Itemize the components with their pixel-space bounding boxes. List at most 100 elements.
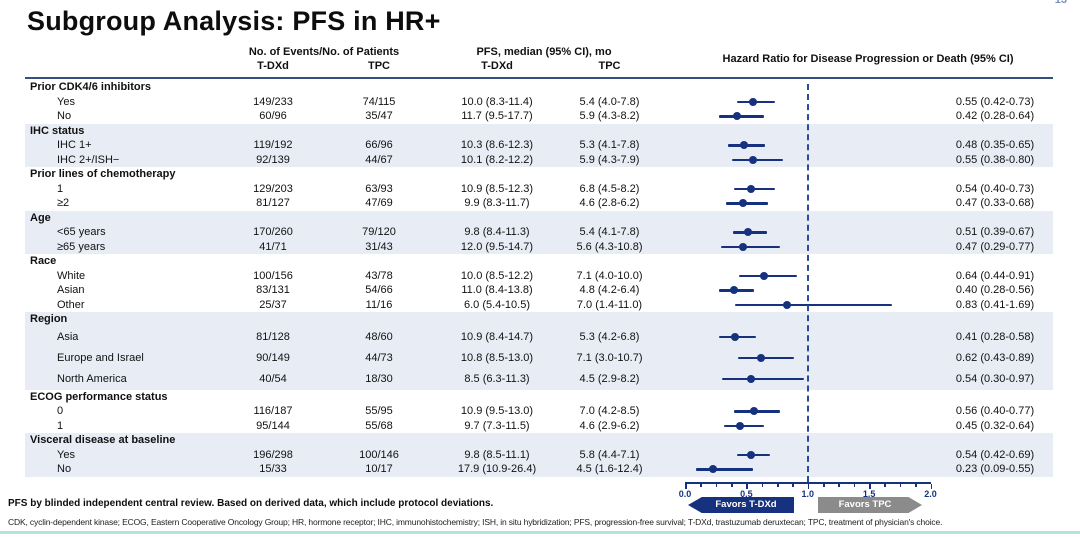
- axis-tick: [685, 484, 687, 489]
- section-label: Prior CDK4/6 inhibitors: [30, 81, 152, 94]
- hazard-ratio-value: 0.83 (0.41-1.69): [955, 298, 1035, 311]
- subheader-pfs-tdxd: T-DXd: [481, 60, 513, 72]
- events-tdxd-value: 81/128: [256, 331, 290, 343]
- pfs-tdxd-value: 10.1 (8.2-12.2): [460, 153, 534, 166]
- events-tdxd-value: 90/149: [256, 352, 290, 364]
- subgroup-row: No 60/96 35/47 11.7 (9.5-17.7) 5.9 (4.3-8.2)…: [0, 109, 1080, 124]
- axis-tick: [915, 484, 917, 487]
- hazard-ratio-value: 0.40 (0.28-0.56): [955, 284, 1035, 297]
- subgroup-label: North America: [57, 373, 127, 385]
- subgroup-row: 0 116/187 55/95 10.9 (9.5-13.0) 7.0 (4.2-8.5…: [0, 404, 1080, 419]
- subheader-events-tpc: TPC: [368, 60, 390, 72]
- hazard-ratio-value: 0.45 (0.32-0.64): [955, 419, 1035, 432]
- subgroup-row: Europe and Israel 90/149 44/73 10.8 (8.5-13…: [0, 348, 1080, 369]
- hr-point-marker: [732, 112, 741, 121]
- axis-tick: [746, 484, 748, 489]
- subgroup-row: Asian 83/131 54/66 11.0 (8.4-13.8) 4.8 (4.2-…: [0, 283, 1080, 298]
- subgroup-label: Asian: [57, 284, 85, 297]
- subgroup-row: 1 95/144 55/68 9.7 (7.3-11.5) 4.6 (2.9-6.2) 0…: [0, 419, 1080, 434]
- subgroup-row: Asia 81/128 48/60 10.9 (8.4-14.7) 5.3 (4.2-6…: [0, 327, 1080, 348]
- pfs-tpc-value: 4.5 (1.6-12.4): [576, 463, 643, 476]
- events-tpc-value: 66/96: [365, 139, 393, 152]
- axis-tick: [823, 484, 825, 487]
- pfs-tpc-value: 5.4 (4.1-7.8): [579, 226, 640, 239]
- subgroup-row: <65 years 170/260 79/120 9.8 (8.4-11.3) 5.4 …: [0, 225, 1080, 240]
- forest-plot-cell: [655, 240, 940, 255]
- axis-tick-label: 1.5: [862, 489, 876, 499]
- events-tpc-value: 44/73: [365, 352, 393, 364]
- subgroup-label: IHC 2+/ISH−: [57, 153, 120, 166]
- subgroup-rows: Prior CDK4/6 inhibitors Yes 149/233 74/115 1…: [0, 80, 1080, 477]
- hazard-ratio-value: 0.51 (0.39-0.67): [955, 226, 1035, 239]
- subheader-pfs-tpc: TPC: [598, 60, 621, 72]
- subgroup-label: Yes: [57, 448, 75, 461]
- axis-tick-label: 0.5: [740, 489, 753, 499]
- hazard-ratio-value: 0.47 (0.29-0.77): [955, 240, 1035, 253]
- pfs-tpc-value: 5.3 (4.2-6.8): [579, 331, 640, 343]
- pfs-tdxd-value: 10.9 (8.5-12.3): [460, 182, 534, 195]
- pfs-tpc-value: 5.9 (4.3-7.9): [579, 153, 640, 166]
- axis-tick: [838, 484, 840, 487]
- axis-tick: [777, 484, 779, 487]
- hr-point-marker: [738, 242, 747, 251]
- pfs-tdxd-value: 10.9 (8.4-14.7): [460, 331, 534, 343]
- events-tdxd-value: 92/139: [256, 153, 290, 166]
- pfs-tdxd-value: 10.3 (8.6-12.3): [460, 139, 534, 152]
- events-tdxd-value: 170/260: [253, 226, 293, 239]
- forest-plot-cell: [655, 327, 940, 348]
- hazard-ratio-value: 0.56 (0.40-0.77): [955, 405, 1035, 418]
- pfs-tpc-value: 4.5 (2.9-8.2): [579, 373, 640, 385]
- section-header-row: ECOG performance status: [0, 390, 1080, 405]
- hr-point-marker: [739, 141, 748, 150]
- subgroup-row: North America 40/54 18/30 8.5 (6.3-11.3) 4.5…: [0, 369, 1080, 390]
- forest-plot-cell: [655, 138, 940, 153]
- hr-point-marker: [747, 450, 756, 459]
- events-tdxd-value: 41/71: [259, 240, 287, 253]
- hr-point-marker: [749, 407, 758, 416]
- hr-point-marker: [731, 333, 740, 341]
- favors-tpc-arrow: Favors TPC: [818, 497, 922, 513]
- section-header-row: Race: [0, 254, 1080, 269]
- hr-ci-line: [720, 245, 780, 248]
- events-tpc-value: 35/47: [365, 110, 393, 123]
- column-header-events: No. of Events/No. of Patients: [248, 46, 400, 58]
- events-tdxd-value: 116/187: [253, 405, 293, 418]
- forest-plot-cell: [655, 225, 940, 240]
- pfs-tpc-value: 5.6 (4.3-10.8): [576, 240, 643, 253]
- forest-plot-cell: [655, 269, 940, 284]
- page-number: 13: [1054, 0, 1067, 6]
- section-label: Visceral disease at baseline: [30, 434, 176, 447]
- events-tpc-value: 48/60: [365, 331, 393, 343]
- subgroup-label: ≥65 years: [57, 240, 106, 253]
- hr-point-marker: [748, 97, 757, 106]
- section-header-row: Prior lines of chemotherapy: [0, 167, 1080, 182]
- subgroup-section: Prior lines of chemotherapy 1 129/203 63/93…: [0, 167, 1080, 211]
- events-tdxd-value: 25/37: [259, 298, 287, 311]
- page-title: Subgroup Analysis: PFS in HR+: [27, 6, 441, 36]
- footnote-primary: PFS by blinded independent central revie…: [8, 498, 494, 509]
- hazard-ratio-value: 0.41 (0.28-0.58): [955, 331, 1035, 343]
- subgroup-label: 1: [57, 182, 64, 195]
- axis-tick: [884, 484, 886, 487]
- subgroup-label: No: [57, 110, 72, 123]
- pfs-tpc-value: 4.8 (4.2-6.4): [579, 284, 640, 297]
- hazard-ratio-value: 0.42 (0.28-0.64): [955, 110, 1035, 123]
- axis-tick-label: 1.0: [801, 489, 814, 499]
- subgroup-label: 1: [57, 419, 64, 432]
- hr-point-marker: [730, 286, 739, 295]
- pfs-tdxd-value: 10.9 (9.5-13.0): [460, 405, 534, 418]
- pfs-tpc-value: 7.0 (4.2-8.5): [579, 405, 640, 418]
- forest-plot-cell: [655, 182, 940, 197]
- subgroup-section: Age <65 years 170/260 79/120 9.8 (8.4-11.3) 5…: [0, 210, 1080, 255]
- axis-tick: [700, 484, 702, 487]
- events-tpc-value: 10/17: [365, 463, 393, 476]
- subgroup-label: IHC 1+: [57, 139, 92, 152]
- forest-plot-cell: [655, 462, 940, 477]
- subgroup-section: IHC status IHC 1+ 119/192 66/96 10.3 (8.6-12…: [0, 123, 1080, 167]
- subgroup-section: Visceral disease at baseline Yes 196/298 10…: [0, 433, 1080, 477]
- hr-ci-line: [696, 468, 753, 471]
- events-tpc-value: 18/30: [365, 373, 393, 385]
- pfs-tdxd-value: 11.7 (9.5-17.7): [461, 110, 533, 123]
- subgroup-label: No: [57, 463, 72, 476]
- pfs-tpc-value: 5.8 (4.4-7.1): [579, 448, 640, 461]
